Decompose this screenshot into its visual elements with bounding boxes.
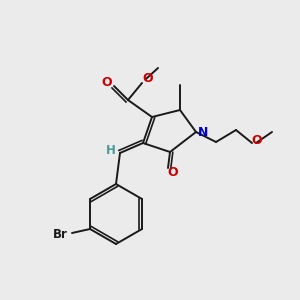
Text: O: O	[143, 71, 153, 85]
Text: O: O	[168, 167, 178, 179]
Text: Br: Br	[52, 227, 68, 241]
Text: N: N	[198, 127, 208, 140]
Text: O: O	[252, 134, 262, 148]
Text: H: H	[106, 143, 116, 157]
Text: O: O	[102, 76, 112, 88]
